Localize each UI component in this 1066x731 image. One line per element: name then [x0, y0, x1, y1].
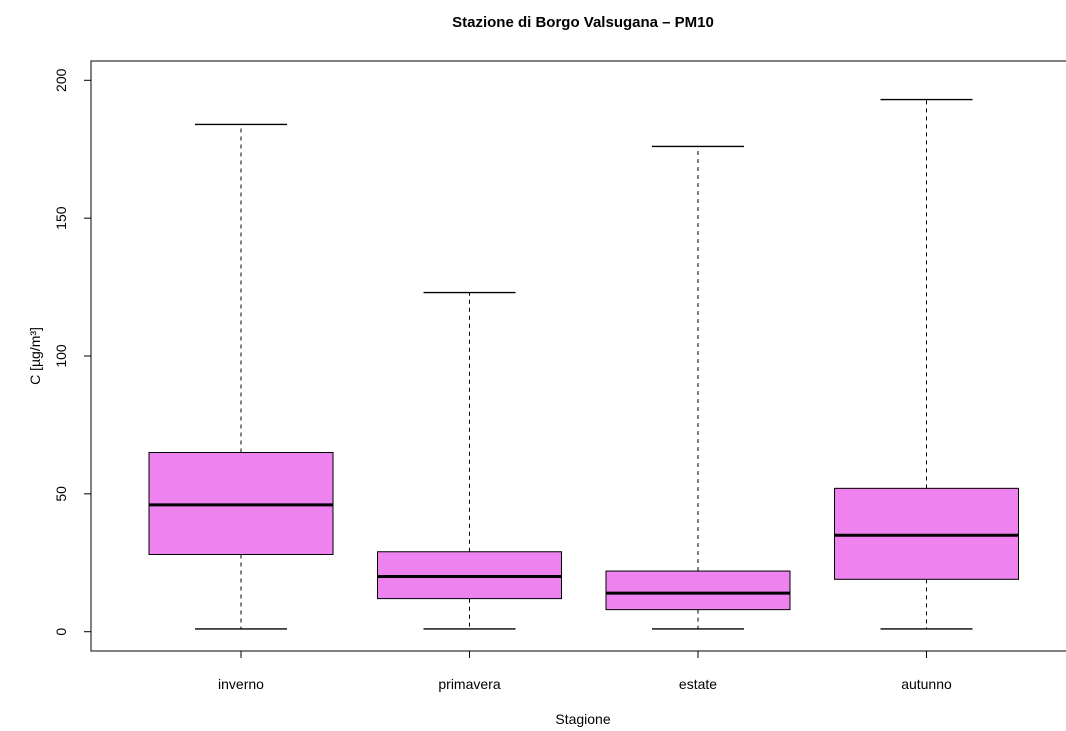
box-inverno — [148, 123, 334, 630]
box-primavera — [377, 291, 562, 630]
iqr-box — [605, 570, 791, 611]
x-axis: inverno primavera estate autunno — [218, 650, 952, 692]
y-tick-label: 0 — [53, 628, 69, 636]
y-tick-label: 100 — [53, 344, 69, 368]
x-tick-label: inverno — [218, 676, 264, 692]
box-estate — [605, 145, 791, 630]
x-tick-label: estate — [679, 676, 717, 692]
boxes-group — [148, 98, 1019, 630]
x-axis-label: Stagione — [555, 711, 610, 727]
x-tick-label: autunno — [901, 676, 952, 692]
chart-title: Stazione di Borgo Valsugana – PM10 — [452, 14, 714, 31]
y-tick-label: 200 — [53, 68, 69, 92]
y-axis: 0 50 100 150 200 — [53, 68, 92, 636]
box-autunno — [834, 98, 1019, 630]
y-tick-label: 150 — [53, 206, 69, 230]
y-tick-label: 50 — [53, 486, 69, 502]
y-axis-label: C [µg/m³] — [27, 327, 43, 385]
x-tick-label: primavera — [438, 676, 500, 692]
